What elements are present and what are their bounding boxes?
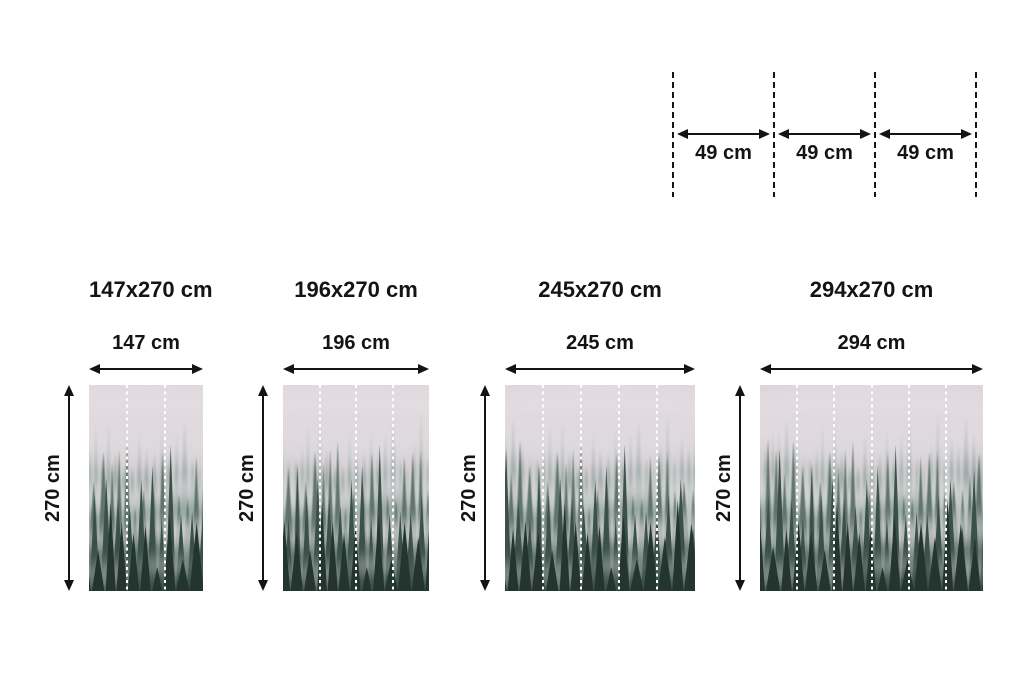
height-arrow [734,385,746,591]
panel-seam-line [391,385,394,591]
mural-preview [89,385,203,591]
panel-seam-line [796,385,799,591]
height-arrow [479,385,491,591]
panel-seam-line [870,385,873,591]
size-block-245x270: 245x270 cm 245 cm 270 cm [445,272,695,602]
panel-seam-line [125,385,128,591]
size-block-147x270: 147x270 cm 147 cm 270 cm [29,272,213,602]
panel-dash-line [672,72,674,197]
width-dimension-label: 245 cm [566,332,634,354]
panel-width-diagram: 49 cm 49 cm 49 cm [672,72,978,197]
panel-width-label: 49 cm [897,142,954,164]
panel-width-arrow [677,128,770,140]
width-dimension-label: 294 cm [837,332,906,354]
width-dimension-label: 147 cm [112,332,180,354]
panel-seam-line [618,385,620,591]
width-dimension-label: 196 cm [322,332,390,354]
panel-width-arrow [879,128,972,140]
panel-width-label: 49 cm [796,142,853,164]
size-block-294x270: 294x270 cm 294 cm 270 cm [700,272,983,602]
size-title: 196x270 cm [294,277,418,302]
height-arrow [257,385,269,591]
panel-seam-line [833,385,836,591]
size-title: 245x270 cm [538,277,662,302]
panel-seam-line [656,385,658,591]
mural-preview [283,385,429,591]
panel-seam-line [580,385,582,591]
panel-width-label: 49 cm [695,142,752,164]
panel-width-arrow [778,128,871,140]
panel-dash-line [874,72,876,197]
panel-seam-line [318,385,321,591]
panel-dash-line [773,72,775,197]
foggy-forest-image [505,385,695,591]
panel-dash-line [975,72,977,197]
mural-preview [505,385,695,591]
size-block-196x270: 196x270 cm 196 cm 270 cm [223,272,429,602]
foggy-forest-image [89,385,203,591]
width-arrow [283,363,429,375]
panel-seam-line [907,385,910,591]
height-arrow [63,385,75,591]
panel-seam-line [355,385,357,591]
size-title: 147x270 cm [89,277,213,302]
width-arrow [89,363,203,375]
width-arrow [760,363,983,375]
width-arrow [505,363,695,375]
mural-preview [760,385,983,591]
panel-seam-line [542,385,544,591]
size-title: 294x270 cm [809,277,934,302]
panel-seam-line [164,385,166,591]
panel-seam-line [944,385,947,591]
